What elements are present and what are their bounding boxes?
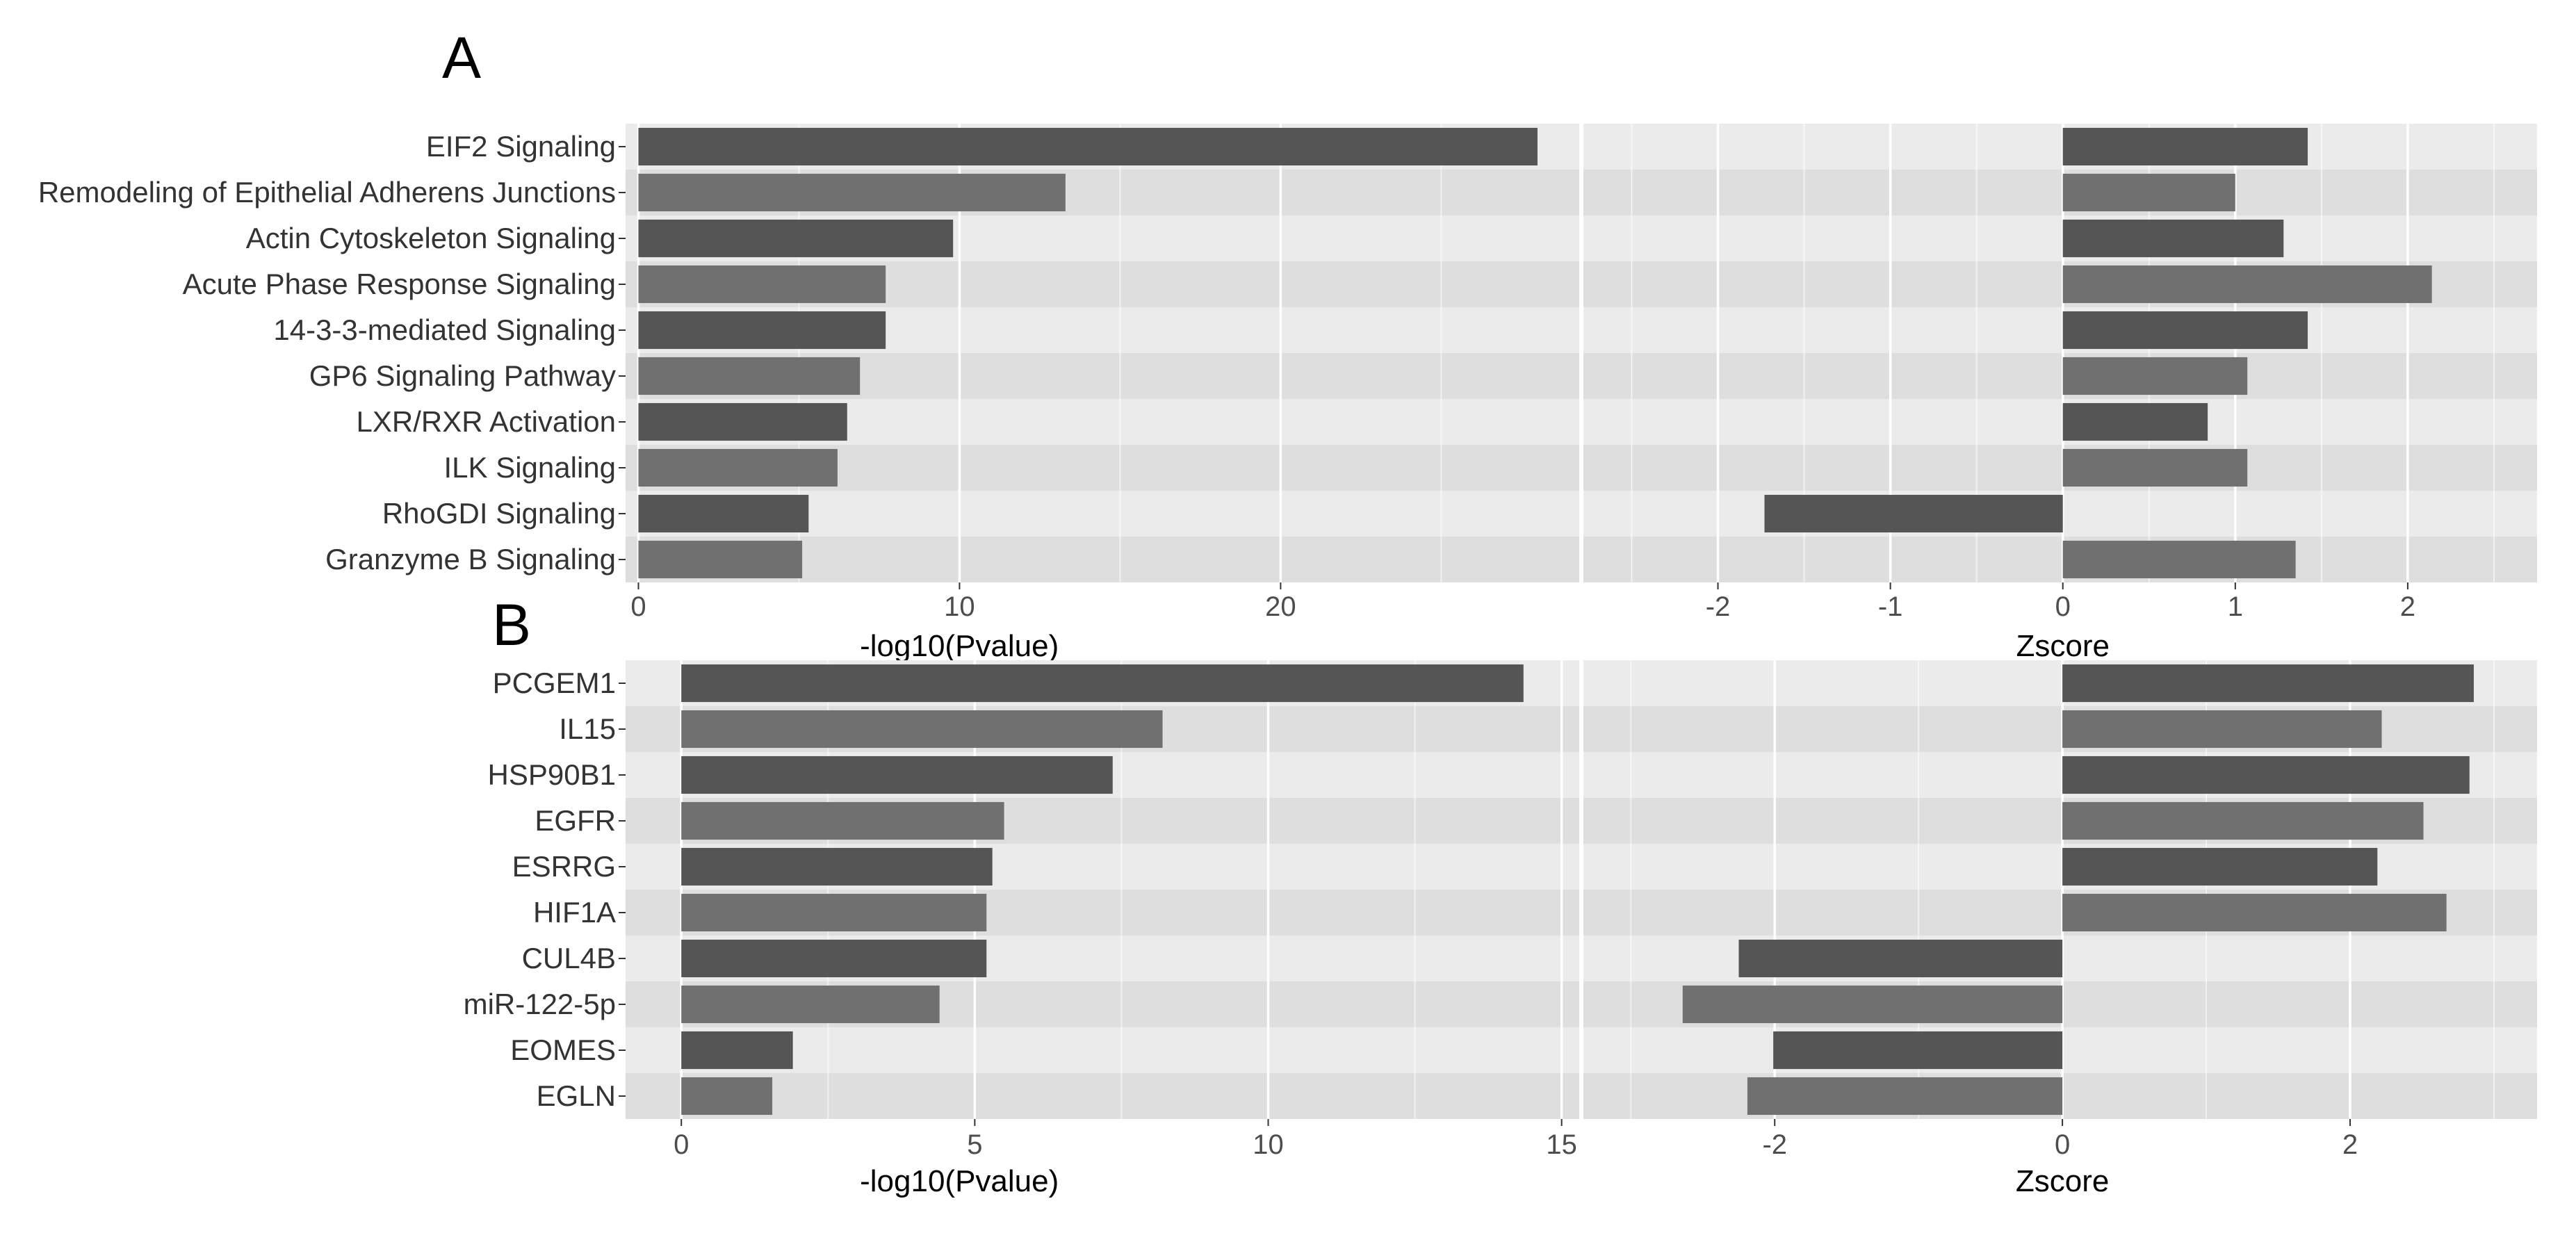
bar [1773, 1031, 2063, 1070]
bar [2062, 311, 2308, 350]
bar [2062, 357, 2248, 395]
x-axis-title: -log10(Pvalue) [860, 629, 1059, 663]
bar [681, 664, 1524, 703]
category-label: ESRRG [512, 850, 616, 883]
x-tick-label: 2 [2400, 591, 2415, 622]
bar [2062, 402, 2208, 441]
x-axis-title: Zscore [2016, 629, 2109, 663]
bar [681, 1077, 773, 1116]
category-label: ILK Signaling [443, 451, 616, 484]
x-tick-label: 0 [674, 1129, 689, 1160]
bar [2062, 265, 2432, 304]
bar [681, 893, 987, 932]
x-axis-title: Zscore [2016, 1164, 2109, 1198]
x-tick-label: -2 [1762, 1129, 1787, 1160]
category-label: EGFR [535, 804, 616, 837]
bar [681, 847, 993, 886]
bar [2062, 127, 2308, 166]
row-band [1583, 537, 2537, 582]
bar [2062, 847, 2378, 886]
category-label: EGLN [537, 1079, 616, 1112]
bar [681, 1031, 793, 1070]
bar [681, 756, 1113, 794]
x-tick-label: 15 [1546, 1129, 1577, 1160]
bar [638, 540, 803, 579]
x-tick-label: 2 [2342, 1129, 2358, 1160]
bar [1747, 1077, 2063, 1116]
bar [638, 219, 954, 258]
x-tick-label: 0 [2055, 591, 2071, 622]
bar [2062, 173, 2235, 212]
bar [2062, 664, 2474, 703]
bar [638, 494, 809, 533]
panel-A-left-plot: 0 10 20 -log10(Pvalue) EIF2 Signaling Remodel… [38, 124, 1579, 663]
row-band [1583, 170, 2537, 215]
category-label: PCGEM1 [493, 667, 616, 699]
x-axis-title: -log10(Pvalue) [860, 1164, 1059, 1198]
bar [681, 939, 987, 978]
x-tick-label: -2 [1706, 591, 1731, 622]
category-label: EOMES [510, 1034, 616, 1066]
bar [638, 311, 886, 350]
row-band [1583, 353, 2537, 399]
x-tick-label: 10 [1253, 1129, 1284, 1160]
category-label: Acute Phase Response Signaling [183, 268, 616, 300]
category-label: Actin Cytoskeleton Signaling [246, 222, 616, 254]
x-tick-label: 0 [630, 591, 646, 622]
panel-B-left-plot: 0 5 10 15 -log10(Pvalue) PCGEM1 IL15 HSP90B1 EGF… [464, 660, 1579, 1198]
bar [638, 448, 838, 487]
panel-B-right-plot: -2 0 2 Zscore [1583, 660, 2537, 1198]
bar [2062, 710, 2382, 749]
category-label: Granzyme B Signaling [325, 543, 616, 575]
x-tick-label: 10 [944, 591, 975, 622]
x-tick-label: 0 [2055, 1129, 2070, 1160]
bar [638, 127, 1538, 166]
category-label: HSP90B1 [488, 758, 616, 791]
row-band [1583, 445, 2537, 491]
bar [681, 710, 1163, 749]
row-band [626, 1073, 1579, 1119]
category-label: Remodeling of Epithelial Adherens Juncti… [38, 176, 616, 209]
panel-letter-B: B [492, 592, 531, 658]
bar [638, 173, 1066, 212]
bar [2062, 756, 2470, 794]
x-tick-label: -1 [1878, 591, 1903, 622]
row-band [1583, 706, 2537, 752]
x-tick-label: 20 [1265, 591, 1296, 622]
bar [2062, 448, 2248, 487]
bar [2062, 801, 2424, 840]
x-tick-label: 1 [2228, 591, 2243, 622]
bar [681, 801, 1004, 840]
x-tick-label: 5 [967, 1129, 982, 1160]
category-label: LXR/RXR Activation [357, 405, 617, 438]
bar [2062, 540, 2296, 579]
bar [1682, 985, 2063, 1024]
category-label: EIF2 Signaling [426, 130, 616, 163]
category-label: miR-122-5p [464, 988, 616, 1020]
bar [681, 985, 940, 1024]
category-label: CUL4B [522, 942, 616, 974]
bar [1738, 939, 2063, 978]
bar [2062, 219, 2284, 258]
category-label: IL15 [559, 712, 616, 745]
category-label: HIF1A [533, 896, 616, 929]
bar [2062, 893, 2447, 932]
bar [638, 357, 861, 395]
category-label: 14-3-3-mediated Signaling [273, 313, 616, 346]
bar [1764, 494, 2063, 533]
panel-letter-A: A [442, 25, 481, 90]
bar [638, 402, 847, 441]
panel-A-right-plot: -2 -1 0 1 2 Zscore [1583, 124, 2537, 663]
bar [638, 265, 886, 304]
category-label: GP6 Signaling Pathway [309, 359, 616, 392]
category-label: RhoGDI Signaling [382, 497, 616, 530]
